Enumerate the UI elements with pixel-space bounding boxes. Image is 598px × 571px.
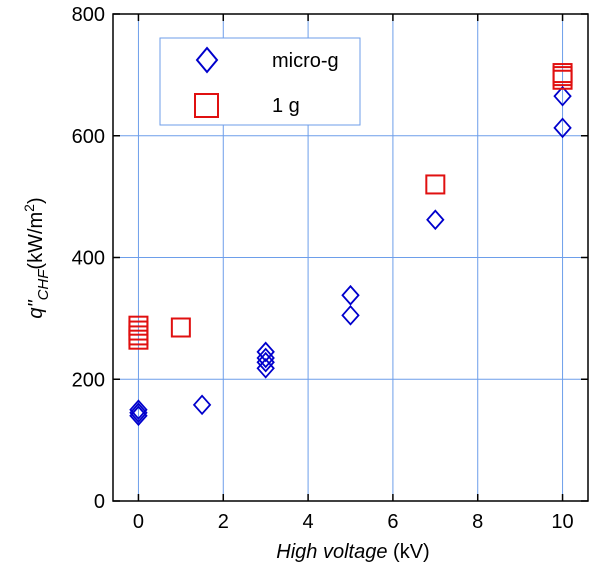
y-tick-label-200: 200 [72, 369, 105, 391]
micro-g-point-2 [129, 399, 148, 421]
data-points [128, 63, 573, 427]
one-g-point-3 [128, 315, 149, 336]
y-tick-label-0: 0 [94, 491, 105, 513]
one-g-point-4 [170, 317, 191, 338]
x-tick-label-4: 4 [303, 511, 314, 533]
one-g-point-8 [552, 63, 573, 84]
micro-g-point-9 [341, 284, 360, 306]
legend-marker-micro-g [195, 46, 219, 74]
micro-g-point-8 [341, 304, 360, 326]
micro-g-point-3 [192, 394, 212, 416]
y-axis-title: q"CHF(kW/m2) [21, 197, 52, 318]
micro-g-point-10 [426, 209, 445, 231]
x-tick-label-10: 10 [551, 511, 573, 533]
legend-marker-1g [194, 93, 219, 118]
micro-g-point-11 [553, 117, 572, 139]
legend: micro-g 1 g [159, 37, 361, 126]
x-axis-title: High voltage (kV) [276, 541, 429, 563]
one-g-point-5 [425, 174, 446, 195]
micro-g-point-1 [129, 402, 148, 424]
y-tick-label-800: 800 [72, 4, 105, 26]
x-tick-label-6: 6 [387, 511, 398, 533]
legend-label-micro-g: micro-g [272, 50, 339, 72]
axis-tick-labels: 0 2 4 6 8 10 0 200 400 600 800 [72, 4, 574, 533]
micro-g-point-7 [256, 341, 275, 363]
micro-g-point-12 [553, 85, 572, 107]
y-tick-label-600: 600 [72, 126, 105, 148]
micro-g-point-5 [256, 351, 275, 373]
x-tick-label-0: 0 [133, 511, 144, 533]
y-tick-label-400: 400 [72, 248, 105, 270]
legend-label-1g: 1 g [272, 95, 300, 117]
x-tick-label-2: 2 [218, 511, 229, 533]
legend-box [159, 37, 361, 126]
axis-ticks [113, 13, 588, 502]
x-tick-label-8: 8 [472, 511, 483, 533]
